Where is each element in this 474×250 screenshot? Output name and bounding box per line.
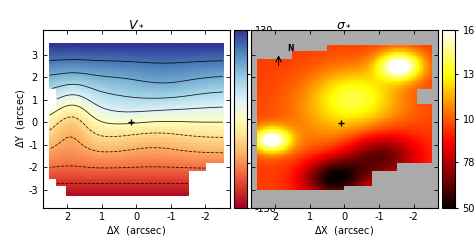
Title: $\sigma_*$: $\sigma_*$ [337,17,352,30]
Y-axis label: $\Delta$Y  (arcsec): $\Delta$Y (arcsec) [14,89,27,148]
Text: N: N [287,44,294,53]
X-axis label: $\Delta$X  (arcsec): $\Delta$X (arcsec) [314,224,374,237]
X-axis label: $\Delta$X  (arcsec): $\Delta$X (arcsec) [106,224,166,237]
Title: $V_*$: $V_*$ [128,17,145,30]
